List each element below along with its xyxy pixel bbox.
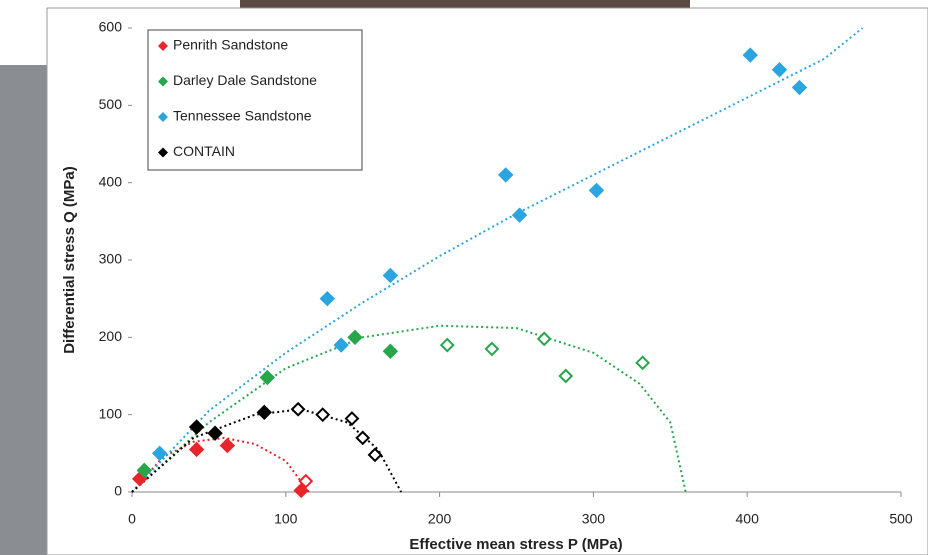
x-tick-label: 200 [428,511,452,527]
data-point [635,355,651,371]
data-point [219,437,236,454]
y-tick-label: 600 [99,19,123,35]
legend-label: Darley Dale Sandstone [173,72,317,88]
data-point [333,337,349,353]
data-point [498,167,514,183]
x-axis-title: Effective mean stress P (MPa) [409,536,622,553]
legend-label: Tennessee Sandstone [173,108,312,124]
data-point [290,401,306,417]
trendline [131,27,864,493]
trendline [131,324,687,493]
y-axis-title: Differential stress Q (MPa) [61,166,78,354]
x-tick-label: 500 [889,511,913,527]
legend-label: Penrith Sandstone [173,37,288,53]
trendline [131,408,403,493]
data-point [742,47,758,63]
legend-marker [158,147,168,158]
data-point [558,368,574,384]
data-point [588,182,605,199]
data-point [259,369,276,386]
y-tick-label: 0 [114,483,122,499]
data-point [484,341,500,357]
data-point [791,79,808,96]
data-point [382,267,399,284]
legend-marker [158,41,168,51]
data-point [151,445,168,462]
data-point [382,343,399,359]
background-photo [0,65,47,555]
background-photo [240,0,690,8]
y-tick-label: 500 [99,96,123,112]
data-point [319,290,336,307]
y-tick-label: 100 [99,405,123,421]
data-point [771,62,788,78]
data-point [439,337,455,353]
data-point [256,404,272,421]
data-point [188,441,205,458]
data-point [298,473,314,489]
data-point [344,411,360,426]
x-tick-label: 300 [582,511,606,527]
data-point [347,329,363,346]
data-point [315,407,331,423]
x-tick-label: 100 [274,511,298,527]
y-tick-label: 300 [99,251,123,267]
y-tick-label: 400 [99,173,123,189]
legend-label: CONTAIN [173,143,235,159]
data-point [188,419,205,435]
legend-marker [158,76,168,87]
data-point [136,462,153,479]
data-point [536,331,552,347]
x-tick-label: 400 [736,511,760,527]
legend [147,29,363,171]
data-point [355,430,371,446]
data-point [207,425,223,441]
data-point [511,207,528,223]
data-point [367,447,383,463]
legend-marker [158,112,168,122]
y-tick-label: 200 [99,328,123,344]
x-tick-label: 0 [128,511,136,527]
